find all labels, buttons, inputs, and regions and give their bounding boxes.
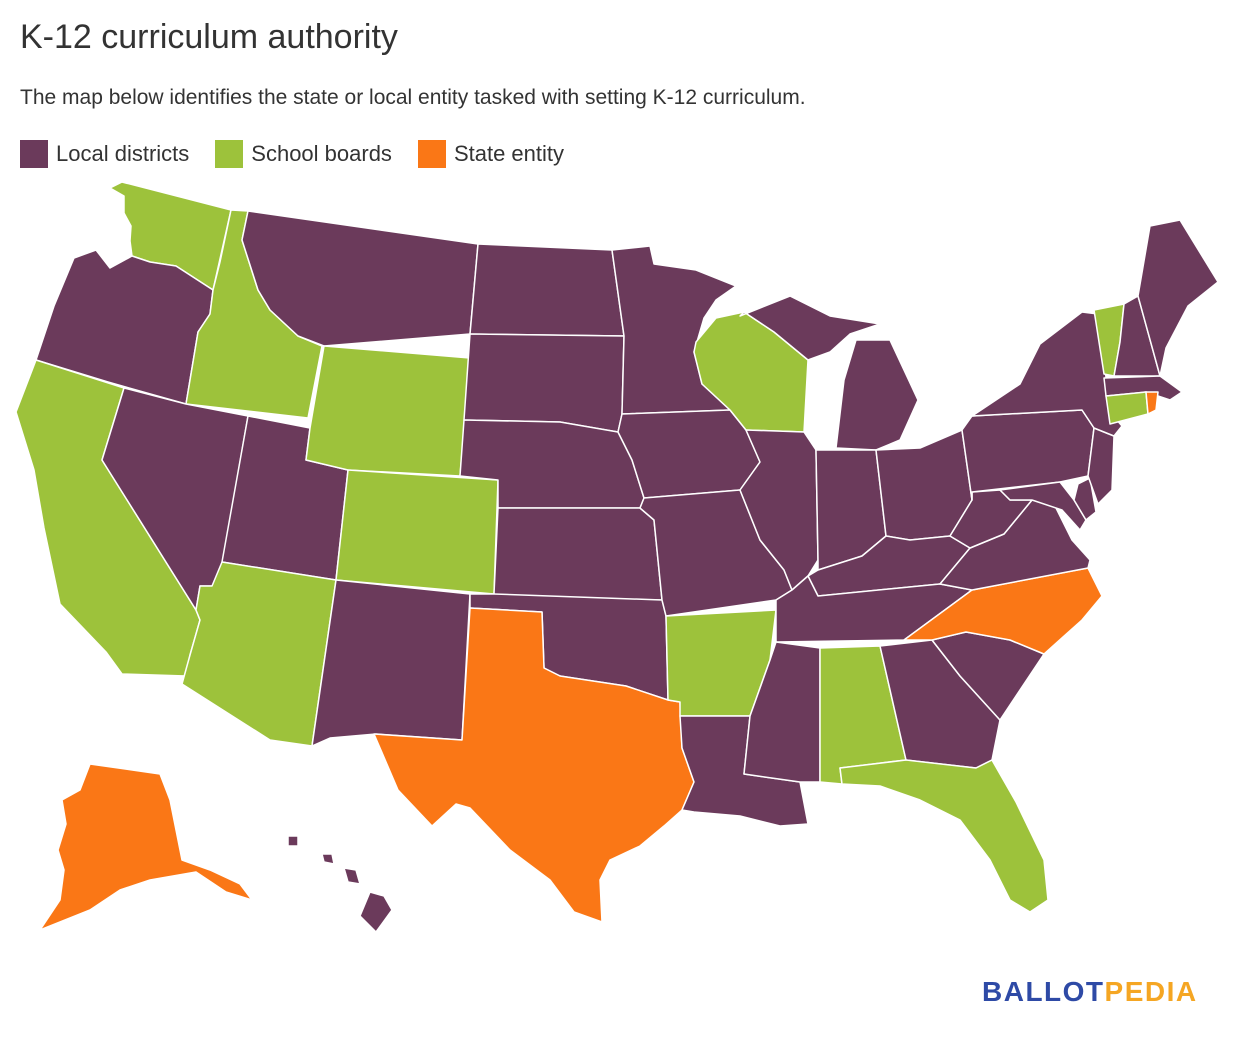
legend-label-local-districts: Local districts <box>56 141 190 166</box>
state-new-hampshire[interactable] <box>1113 295 1161 377</box>
ballotpedia-logo: BALLOTPEDIA <box>982 976 1198 1008</box>
map-title: K-12 curriculum authority <box>20 18 398 56</box>
state-south-dakota[interactable] <box>463 333 625 433</box>
legend-item-state-entity: State entity <box>417 140 565 168</box>
logo-part-pedia: PEDIA <box>1104 976 1198 1007</box>
legend: Local districts School boards State enti… <box>20 140 564 168</box>
logo-part-ballot: BALLOT <box>982 976 1105 1007</box>
state-kansas[interactable] <box>493 507 663 601</box>
state-maryland[interactable] <box>999 481 1087 531</box>
legend-swatch-state-entity <box>417 140 446 168</box>
state-delaware[interactable] <box>1073 477 1097 521</box>
state-hawaii-big-island[interactable] <box>359 891 393 933</box>
state-new-mexico[interactable] <box>311 579 471 747</box>
state-michigan-lower[interactable] <box>835 339 919 451</box>
legend-swatch-local-districts <box>20 140 48 168</box>
state-iowa[interactable] <box>617 409 761 499</box>
state-florida[interactable] <box>839 759 1049 913</box>
state-alaska[interactable] <box>39 763 253 931</box>
legend-label-state-entity: State entity <box>453 141 565 166</box>
state-north-dakota[interactable] <box>469 243 625 337</box>
legend-swatch-school-boards <box>215 140 244 168</box>
state-colorado[interactable] <box>335 469 499 595</box>
state-hawaii-kauai[interactable] <box>287 835 299 847</box>
legend-item-local-districts: Local districts <box>20 140 189 168</box>
state-maine[interactable] <box>1137 219 1219 377</box>
map-subtitle: The map below identifies the state or lo… <box>20 86 806 109</box>
state-wyoming[interactable] <box>305 345 471 477</box>
state-texas[interactable] <box>373 607 695 923</box>
state-hawaii-maui[interactable] <box>343 867 361 885</box>
state-connecticut[interactable] <box>1105 391 1149 425</box>
legend-item-school-boards: School boards <box>215 140 392 168</box>
state-rhode-island[interactable] <box>1145 391 1159 415</box>
legend-label-school-boards: School boards <box>251 141 392 166</box>
state-hawaii-oahu[interactable] <box>321 853 335 865</box>
state-arizona[interactable] <box>181 561 337 747</box>
state-michigan[interactable] <box>739 295 881 361</box>
